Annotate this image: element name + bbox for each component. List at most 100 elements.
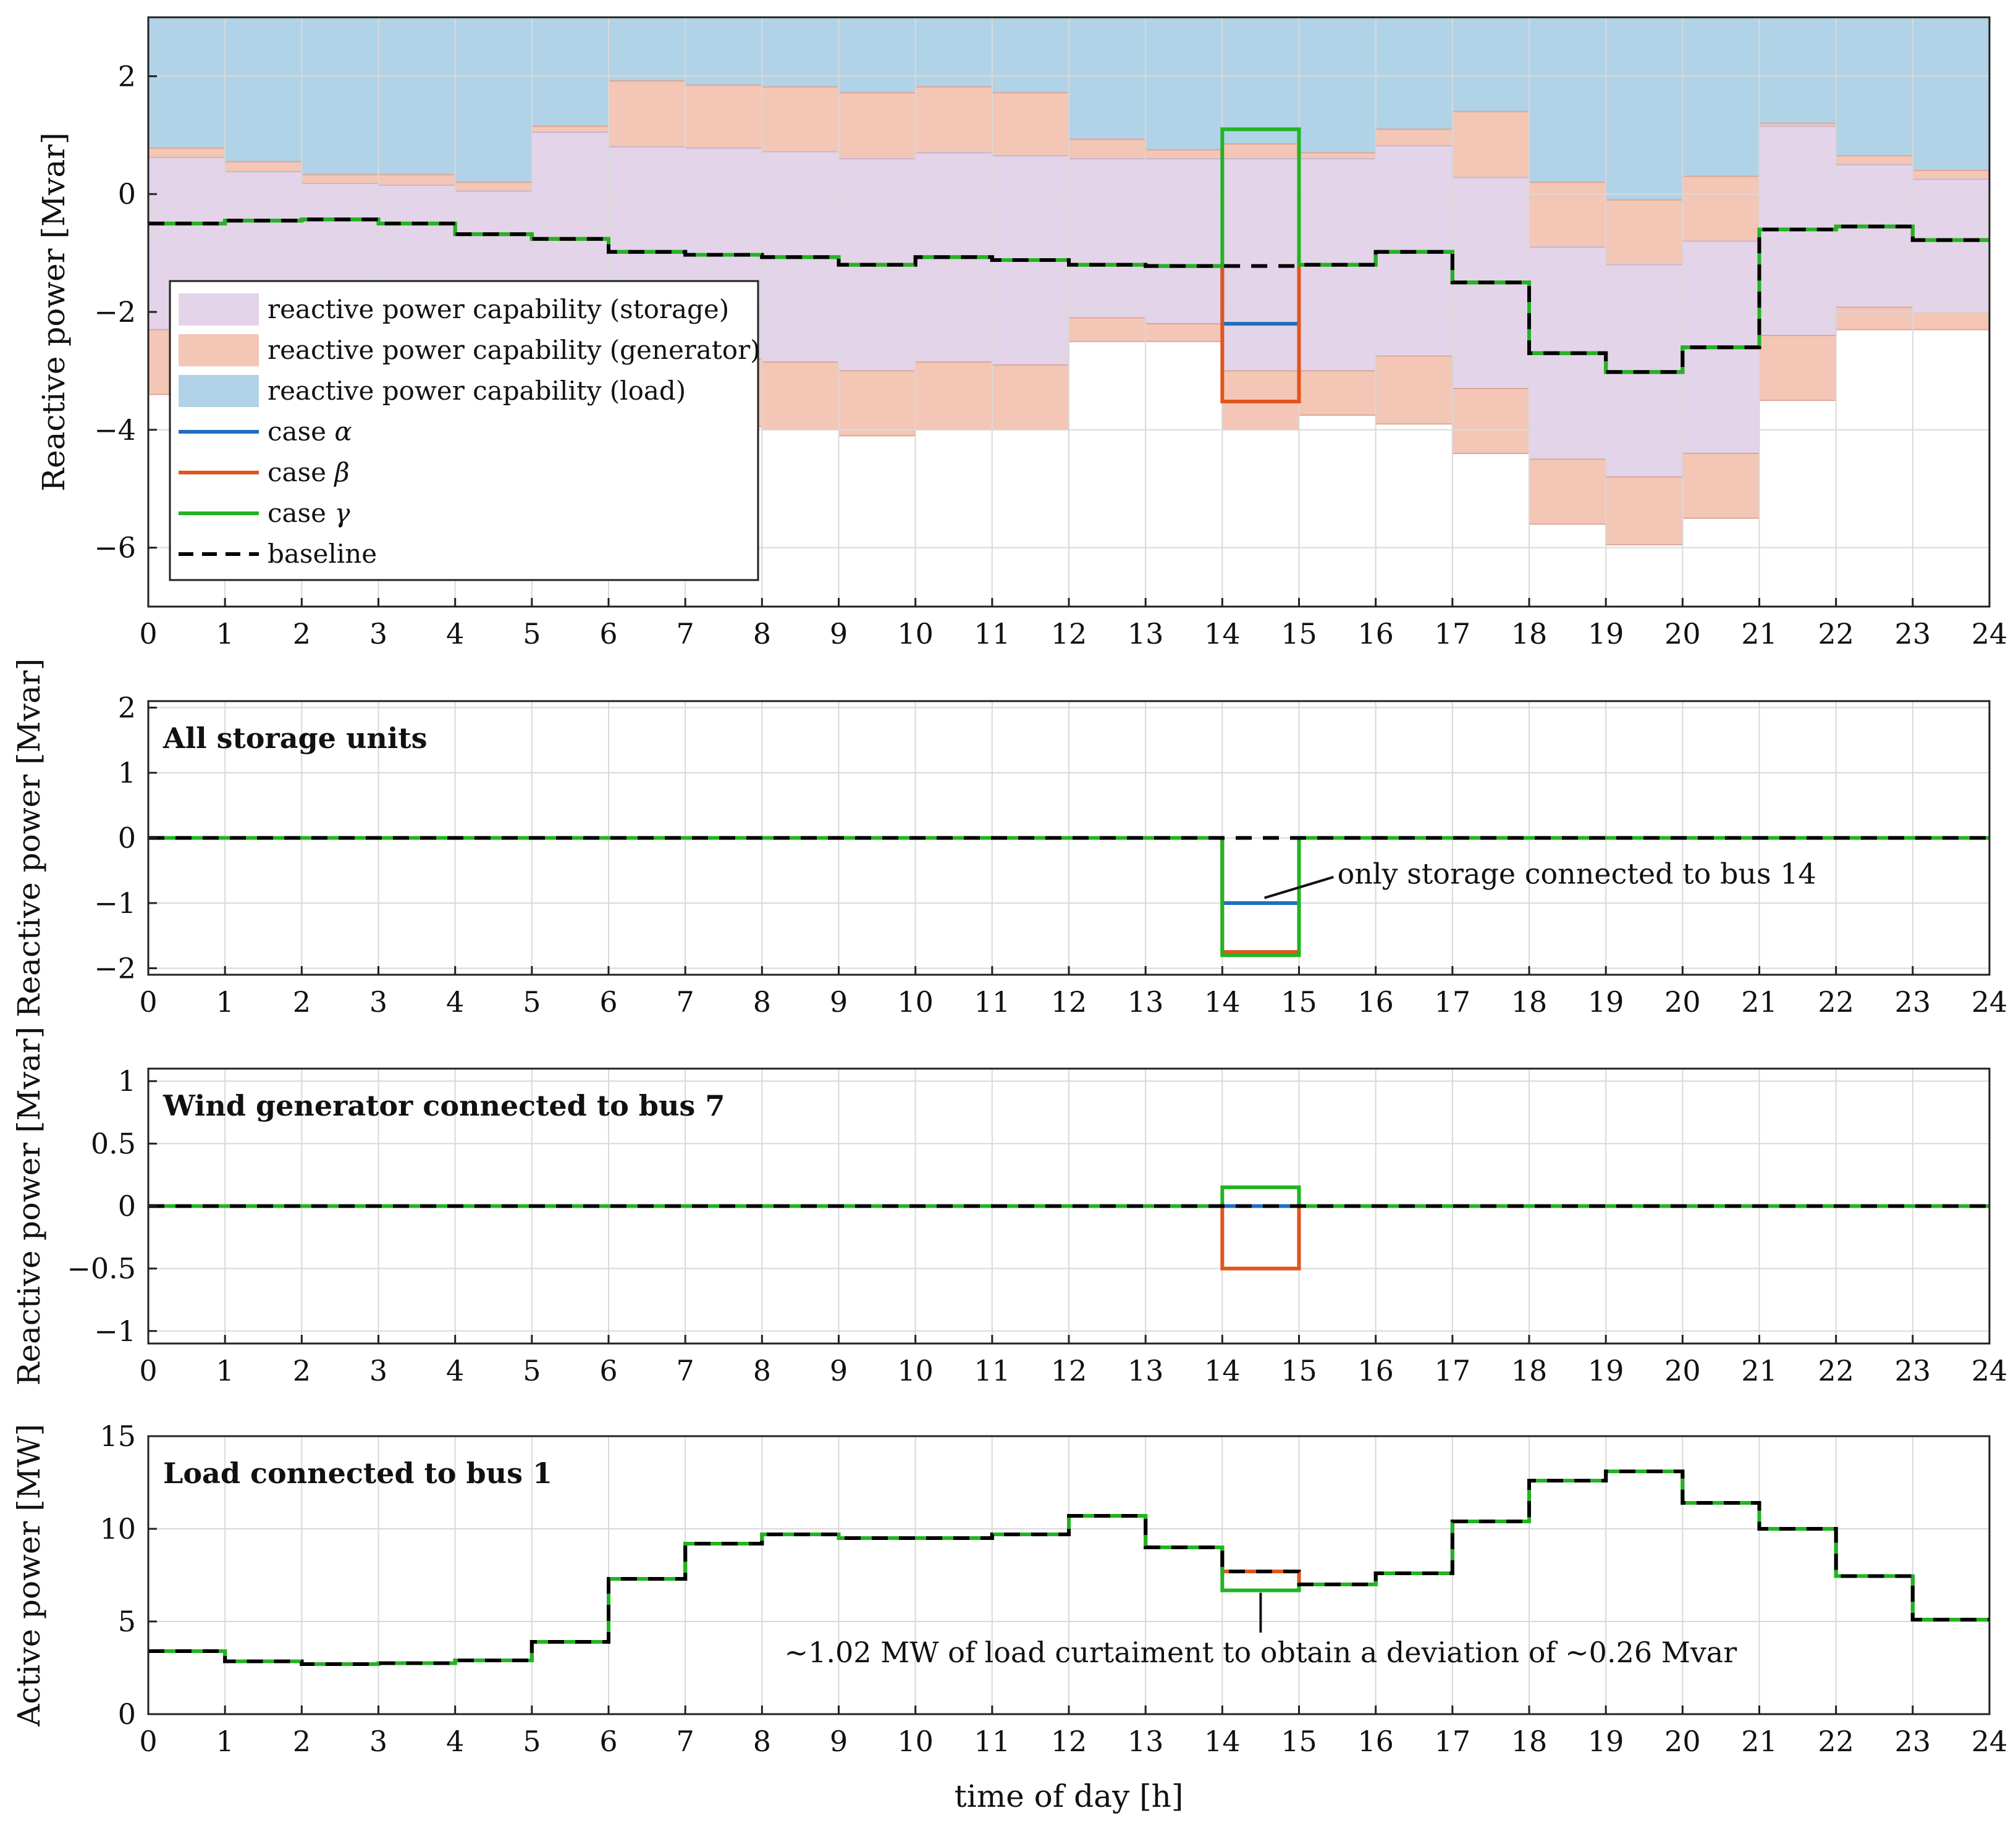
legend-label-symbol: β (333, 457, 349, 487)
legend-label-symbol: γ (334, 498, 350, 528)
y-tick-label: −4 (94, 413, 136, 447)
x-tick-label: 3 (369, 1725, 387, 1758)
y-tick-label: 15 (99, 1419, 136, 1453)
x-tick-label: 11 (974, 617, 1011, 650)
x-tick-label: 12 (1051, 1725, 1087, 1758)
x-tick-label: 24 (1972, 617, 2008, 650)
x-tick-label: 23 (1895, 1725, 1931, 1758)
x-tick-label: 2 (293, 1725, 311, 1758)
x-tick-label: 24 (1972, 1354, 2008, 1387)
x-tick-label: 15 (1281, 1354, 1317, 1387)
x-tick-label: 21 (1741, 617, 1778, 650)
legend-label-text: baseline (268, 539, 377, 569)
series-baseline-line (148, 217, 1989, 374)
x-tick-label: 17 (1435, 1354, 1471, 1387)
legend-item-generator: reactive power capability (generator) (179, 334, 761, 366)
x-tick-label: 2 (293, 617, 311, 650)
x-tick-label: 17 (1435, 985, 1471, 1019)
legend-label: reactive power capability (load) (268, 376, 686, 406)
y-axis-label: Reactive power [Mvar] (11, 658, 47, 1017)
x-tick-label: 22 (1818, 617, 1854, 650)
legend-swatch-generator (179, 334, 259, 366)
chart-panel-3: 0 1 2 3 4 5 6 7 8 9 10 11 12 13 14 15 16 17 18 19 20 21 22 23 24… (11, 1027, 2007, 1387)
series-baseline-line (148, 1470, 1989, 1666)
y-tick-label: 2 (118, 691, 136, 725)
x-tick-label: 2 (293, 1354, 311, 1387)
x-axis-label: time of day [h] (955, 1778, 1184, 1814)
x-tick-label: 10 (897, 617, 934, 650)
x-tick-label: 4 (446, 985, 464, 1019)
legend-item-storage: reactive power capability (storage) (179, 293, 729, 326)
x-tick-label: 0 (139, 617, 157, 650)
plot-area (148, 1436, 1989, 1714)
x-tick-label: 24 (1972, 985, 2008, 1019)
legend-item-beta: case β (179, 457, 350, 487)
y-tick-label: 0.5 (91, 1127, 136, 1160)
panel-title: Load connected to bus 1 (163, 1457, 552, 1490)
x-tick-label: 14 (1204, 1725, 1241, 1758)
x-tick-label: 6 (599, 617, 617, 650)
x-tick-label: 23 (1895, 617, 1931, 650)
x-tick-label: 19 (1588, 985, 1624, 1019)
x-tick-label: 7 (677, 1354, 694, 1387)
y-axis-label: Reactive power [Mvar] (11, 1027, 47, 1386)
x-tick-label: 15 (1281, 985, 1317, 1019)
panel-title: All storage units (162, 721, 427, 755)
y-tick-label: 2 (118, 59, 136, 93)
x-tick-label: 11 (974, 985, 1011, 1019)
x-tick-label: 24 (1972, 1725, 2008, 1758)
plot-area (148, 1069, 1989, 1344)
x-tick-label: 13 (1128, 617, 1164, 650)
x-tick-label: 5 (523, 1725, 541, 1758)
x-tick-label: 19 (1588, 1725, 1624, 1758)
legend-label-text: reactive power capability (load) (268, 376, 686, 406)
legend-label: reactive power capability (storage) (268, 294, 729, 324)
x-tick-label: 17 (1435, 617, 1471, 650)
y-tick-label: −1 (94, 886, 136, 920)
x-tick-label: 10 (897, 985, 934, 1019)
x-tick-label: 21 (1741, 1354, 1778, 1387)
x-tick-label: 11 (974, 1354, 1011, 1387)
x-tick-label: 2 (293, 985, 311, 1019)
x-tick-label: 18 (1511, 985, 1548, 1019)
legend-item-gamma: case γ (179, 498, 350, 528)
x-tick-label: 23 (1895, 985, 1931, 1019)
x-tick-label: 5 (523, 617, 541, 650)
legend-label-text: case (268, 416, 334, 447)
x-tick-label: 12 (1051, 617, 1087, 650)
x-tick-label: 4 (446, 1725, 464, 1758)
x-tick-label: 19 (1588, 1354, 1624, 1387)
legend-swatch-load (179, 375, 259, 407)
x-tick-label: 16 (1357, 617, 1394, 650)
x-tick-label: 18 (1511, 1354, 1548, 1387)
x-tick-label: 21 (1741, 1725, 1778, 1758)
x-tick-label: 8 (753, 985, 771, 1019)
y-axis-label: Reactive power [Mvar] (36, 132, 72, 491)
x-tick-label: 9 (830, 985, 848, 1019)
annotation-text: only storage connected to bus 14 (1338, 857, 1816, 891)
x-tick-label: 9 (830, 1354, 848, 1387)
legend-label: case β (268, 457, 350, 487)
x-tick-label: 17 (1435, 1725, 1471, 1758)
legend-label-text: reactive power capability (generator) (268, 335, 761, 365)
x-tick-label: 6 (599, 1725, 617, 1758)
x-tick-label: 3 (369, 1354, 387, 1387)
x-tick-label: 1 (216, 617, 234, 650)
legend-label: reactive power capability (generator) (268, 335, 761, 365)
x-tick-label: 15 (1281, 1725, 1317, 1758)
legend-label-text: reactive power capability (storage) (268, 294, 729, 324)
x-tick-label: 8 (753, 617, 771, 650)
legend-item-baseline: baseline (179, 539, 377, 569)
plot-area (148, 17, 1989, 607)
x-tick-label: 13 (1128, 985, 1164, 1019)
x-tick-label: 4 (446, 1354, 464, 1387)
x-tick-label: 21 (1741, 985, 1778, 1019)
x-tick-label: 13 (1128, 1354, 1164, 1387)
x-tick-label: 16 (1357, 985, 1394, 1019)
x-tick-label: 7 (677, 985, 694, 1019)
x-tick-label: 11 (974, 1725, 1011, 1758)
x-tick-label: 14 (1204, 1354, 1241, 1387)
x-tick-label: 7 (677, 617, 694, 650)
legend-label: case γ (268, 498, 350, 528)
